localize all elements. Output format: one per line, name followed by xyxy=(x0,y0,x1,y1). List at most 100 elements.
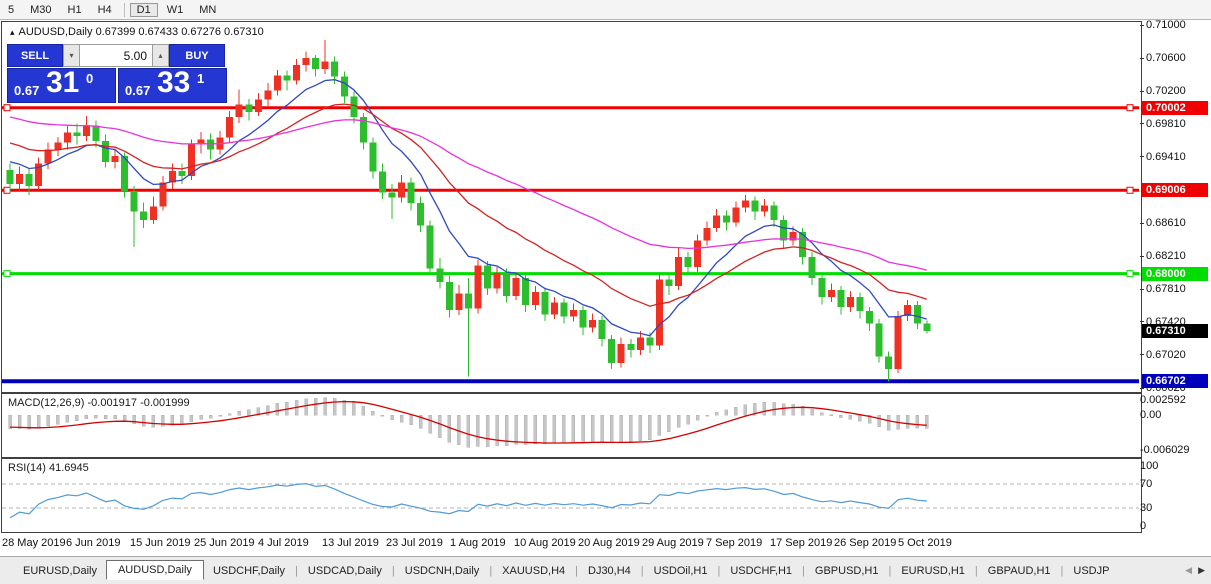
rsi-axis-tick: 30 xyxy=(1140,502,1153,514)
tick-mark xyxy=(1140,57,1144,59)
rsi-value: 41.6945 xyxy=(48,462,89,474)
rsi-label: RSI(14) 41.6945 xyxy=(8,462,89,474)
macd-indicator-panel: MACD(12,26,9) -0.001917 -0.001999 xyxy=(1,393,1142,458)
date-label: 15 Jun 2019 xyxy=(130,537,191,549)
price-line-label: 0.66702 xyxy=(1142,374,1208,389)
volume-decrease-button[interactable]: ▾ xyxy=(63,44,80,67)
hline-handle[interactable] xyxy=(3,270,11,278)
volume-increase-button[interactable]: ▴ xyxy=(152,44,169,67)
price-chart-panel[interactable]: ▴ AUDUSD,Daily 0.67399 0.67433 0.67276 0.… xyxy=(1,21,1142,393)
date-axis: 28 May 2019 6 Jun 2019 15 Jun 2019 25 Jun 2… xyxy=(0,533,1211,555)
tick-mark xyxy=(1140,90,1144,92)
macd-label: MACD(12,26,9) -0.001917 -0.001999 xyxy=(8,397,190,409)
price-line-label: 0.70002 xyxy=(1142,100,1208,115)
tab-separator: | xyxy=(295,564,298,577)
tick-mark xyxy=(1140,288,1144,290)
macd-axis-tick: 0.002592 xyxy=(1140,393,1186,406)
macd-axis-tick: 0.00 xyxy=(1140,409,1162,421)
price-tick: 0.70600 xyxy=(1140,52,1186,64)
tab-separator: | xyxy=(717,564,721,577)
toolbar-separator xyxy=(123,2,125,17)
tab-separator: | xyxy=(640,564,644,577)
date-label: 13 Jul 2019 xyxy=(322,537,379,549)
date-label: 10 Aug 2019 xyxy=(514,537,576,549)
buy-button[interactable]: BUY xyxy=(169,44,225,67)
date-label: 4 Jul 2019 xyxy=(258,537,309,549)
hline-handle[interactable] xyxy=(1126,104,1134,112)
timeframe-button-w1[interactable]: W1 xyxy=(166,3,184,16)
collapse-panel-icon[interactable]: ▴ xyxy=(10,27,15,37)
price-line-label: 0.69006 xyxy=(1142,183,1208,198)
date-label: 7 Sep 2019 xyxy=(706,537,763,549)
price-tick: 0.68210 xyxy=(1140,250,1186,262)
macd-name: MACD(12,26,9) xyxy=(8,397,85,409)
timeframe-button-mn[interactable]: MN xyxy=(199,3,217,16)
tab-dj30-h4[interactable]: DJ30,H4 xyxy=(588,564,631,577)
tab-eurusd-daily[interactable]: EURUSD,Daily xyxy=(23,564,97,577)
sell-price-big: 31 xyxy=(46,66,80,99)
tab-separator: | xyxy=(974,564,978,577)
macd-values: -0.001917 -0.001999 xyxy=(87,397,190,409)
date-label: 29 Aug 2019 xyxy=(642,537,704,549)
tab-gbpaud-h1[interactable]: GBPAUD,H1 xyxy=(987,564,1051,577)
sell-price-prefix: 0.67 xyxy=(14,83,40,98)
one-click-trading-panel: SELL ▾ 5.00 ▴ BUY 0.67 31 0 0.67 33 1 xyxy=(7,44,229,103)
tab-usdjp[interactable]: USDJP xyxy=(1073,564,1110,577)
tick-mark xyxy=(1140,156,1144,158)
date-label: 25 Jun 2019 xyxy=(194,537,255,549)
timeframe-button-d1[interactable]: D1 xyxy=(129,2,158,17)
date-label: 17 Sep 2019 xyxy=(770,537,833,549)
tab-usdoil-h1[interactable]: USDOil,H1 xyxy=(653,564,708,577)
date-label: 23 Jul 2019 xyxy=(386,537,443,549)
chart-symbol-label: AUDUSD,Daily xyxy=(18,26,93,38)
timeframe-button-h1[interactable]: H1 xyxy=(67,3,82,16)
rsi-axis-tick: 100 xyxy=(1140,460,1159,472)
rsi-axis-tick: 70 xyxy=(1140,478,1153,490)
timeframe-toolbar: 5 M30 H1 H4 D1 W1 MN xyxy=(0,0,1211,20)
tab-separator: | xyxy=(489,564,493,577)
tab-separator: | xyxy=(1060,564,1064,577)
hline-handle[interactable] xyxy=(1126,186,1134,194)
rsi-chart xyxy=(2,482,1139,519)
sell-price-button[interactable]: 0.67 31 0 xyxy=(7,66,116,103)
tab-usdcnh-daily[interactable]: USDCNH,Daily xyxy=(404,564,480,577)
buy-price-pip: 1 xyxy=(197,71,205,86)
tick-mark xyxy=(1140,222,1144,224)
volume-input[interactable]: 5.00 xyxy=(80,44,152,67)
timeframe-button-m30[interactable]: M30 xyxy=(30,3,52,16)
sell-price-pip: 0 xyxy=(86,71,94,86)
date-label: 28 May 2019 xyxy=(2,537,66,549)
buy-price-prefix: 0.67 xyxy=(125,83,151,98)
timeframe-button-5[interactable]: 5 xyxy=(8,3,15,16)
date-label: 1 Aug 2019 xyxy=(450,537,506,549)
buy-price-button[interactable]: 0.67 33 1 xyxy=(118,66,227,103)
candlestick-chart xyxy=(2,39,1139,384)
tab-separator: | xyxy=(802,564,805,577)
date-label: 26 Sep 2019 xyxy=(834,537,897,549)
tab-usdchf-daily[interactable]: USDCHF,Daily xyxy=(212,564,286,577)
price-line-label: 0.68000 xyxy=(1142,266,1208,281)
tick-mark xyxy=(1140,123,1144,125)
tab-eurusd-h1[interactable]: EURUSD,H1 xyxy=(901,564,965,577)
tick-mark xyxy=(1140,321,1144,323)
date-label: 20 Aug 2019 xyxy=(578,537,640,549)
hline-handle[interactable] xyxy=(3,186,11,194)
tab-audusd-daily[interactable]: AUDUSD,Daily xyxy=(105,559,204,580)
tab-usdchf-h1[interactable]: USDCHF,H1 xyxy=(730,564,793,577)
sell-button[interactable]: SELL xyxy=(7,44,63,67)
hline-handle[interactable] xyxy=(1126,270,1134,278)
tab-usdcad-daily[interactable]: USDCAD,Daily xyxy=(307,564,382,577)
tab-separator: | xyxy=(391,564,395,577)
price-tick: 0.70200 xyxy=(1140,85,1186,97)
tab-scroll-right-icon[interactable]: ▶ xyxy=(1198,565,1205,575)
rsi-axis-tick: 0 xyxy=(1140,520,1147,532)
chart-title: ▴ AUDUSD,Daily 0.67399 0.67433 0.67276 0.… xyxy=(10,26,264,38)
hline-handle[interactable] xyxy=(3,104,11,112)
timeframe-button-h4[interactable]: H4 xyxy=(97,3,112,16)
tab-xauusd-h4[interactable]: XAUUSD,H4 xyxy=(502,564,566,577)
tick-mark xyxy=(1140,255,1144,257)
tab-scroll-left-icon[interactable]: ◀ xyxy=(1185,565,1193,575)
tab-separator: | xyxy=(888,564,892,577)
tab-gbpusd-h1[interactable]: GBPUSD,H1 xyxy=(814,564,879,577)
price-tick: 0.67810 xyxy=(1140,283,1186,295)
